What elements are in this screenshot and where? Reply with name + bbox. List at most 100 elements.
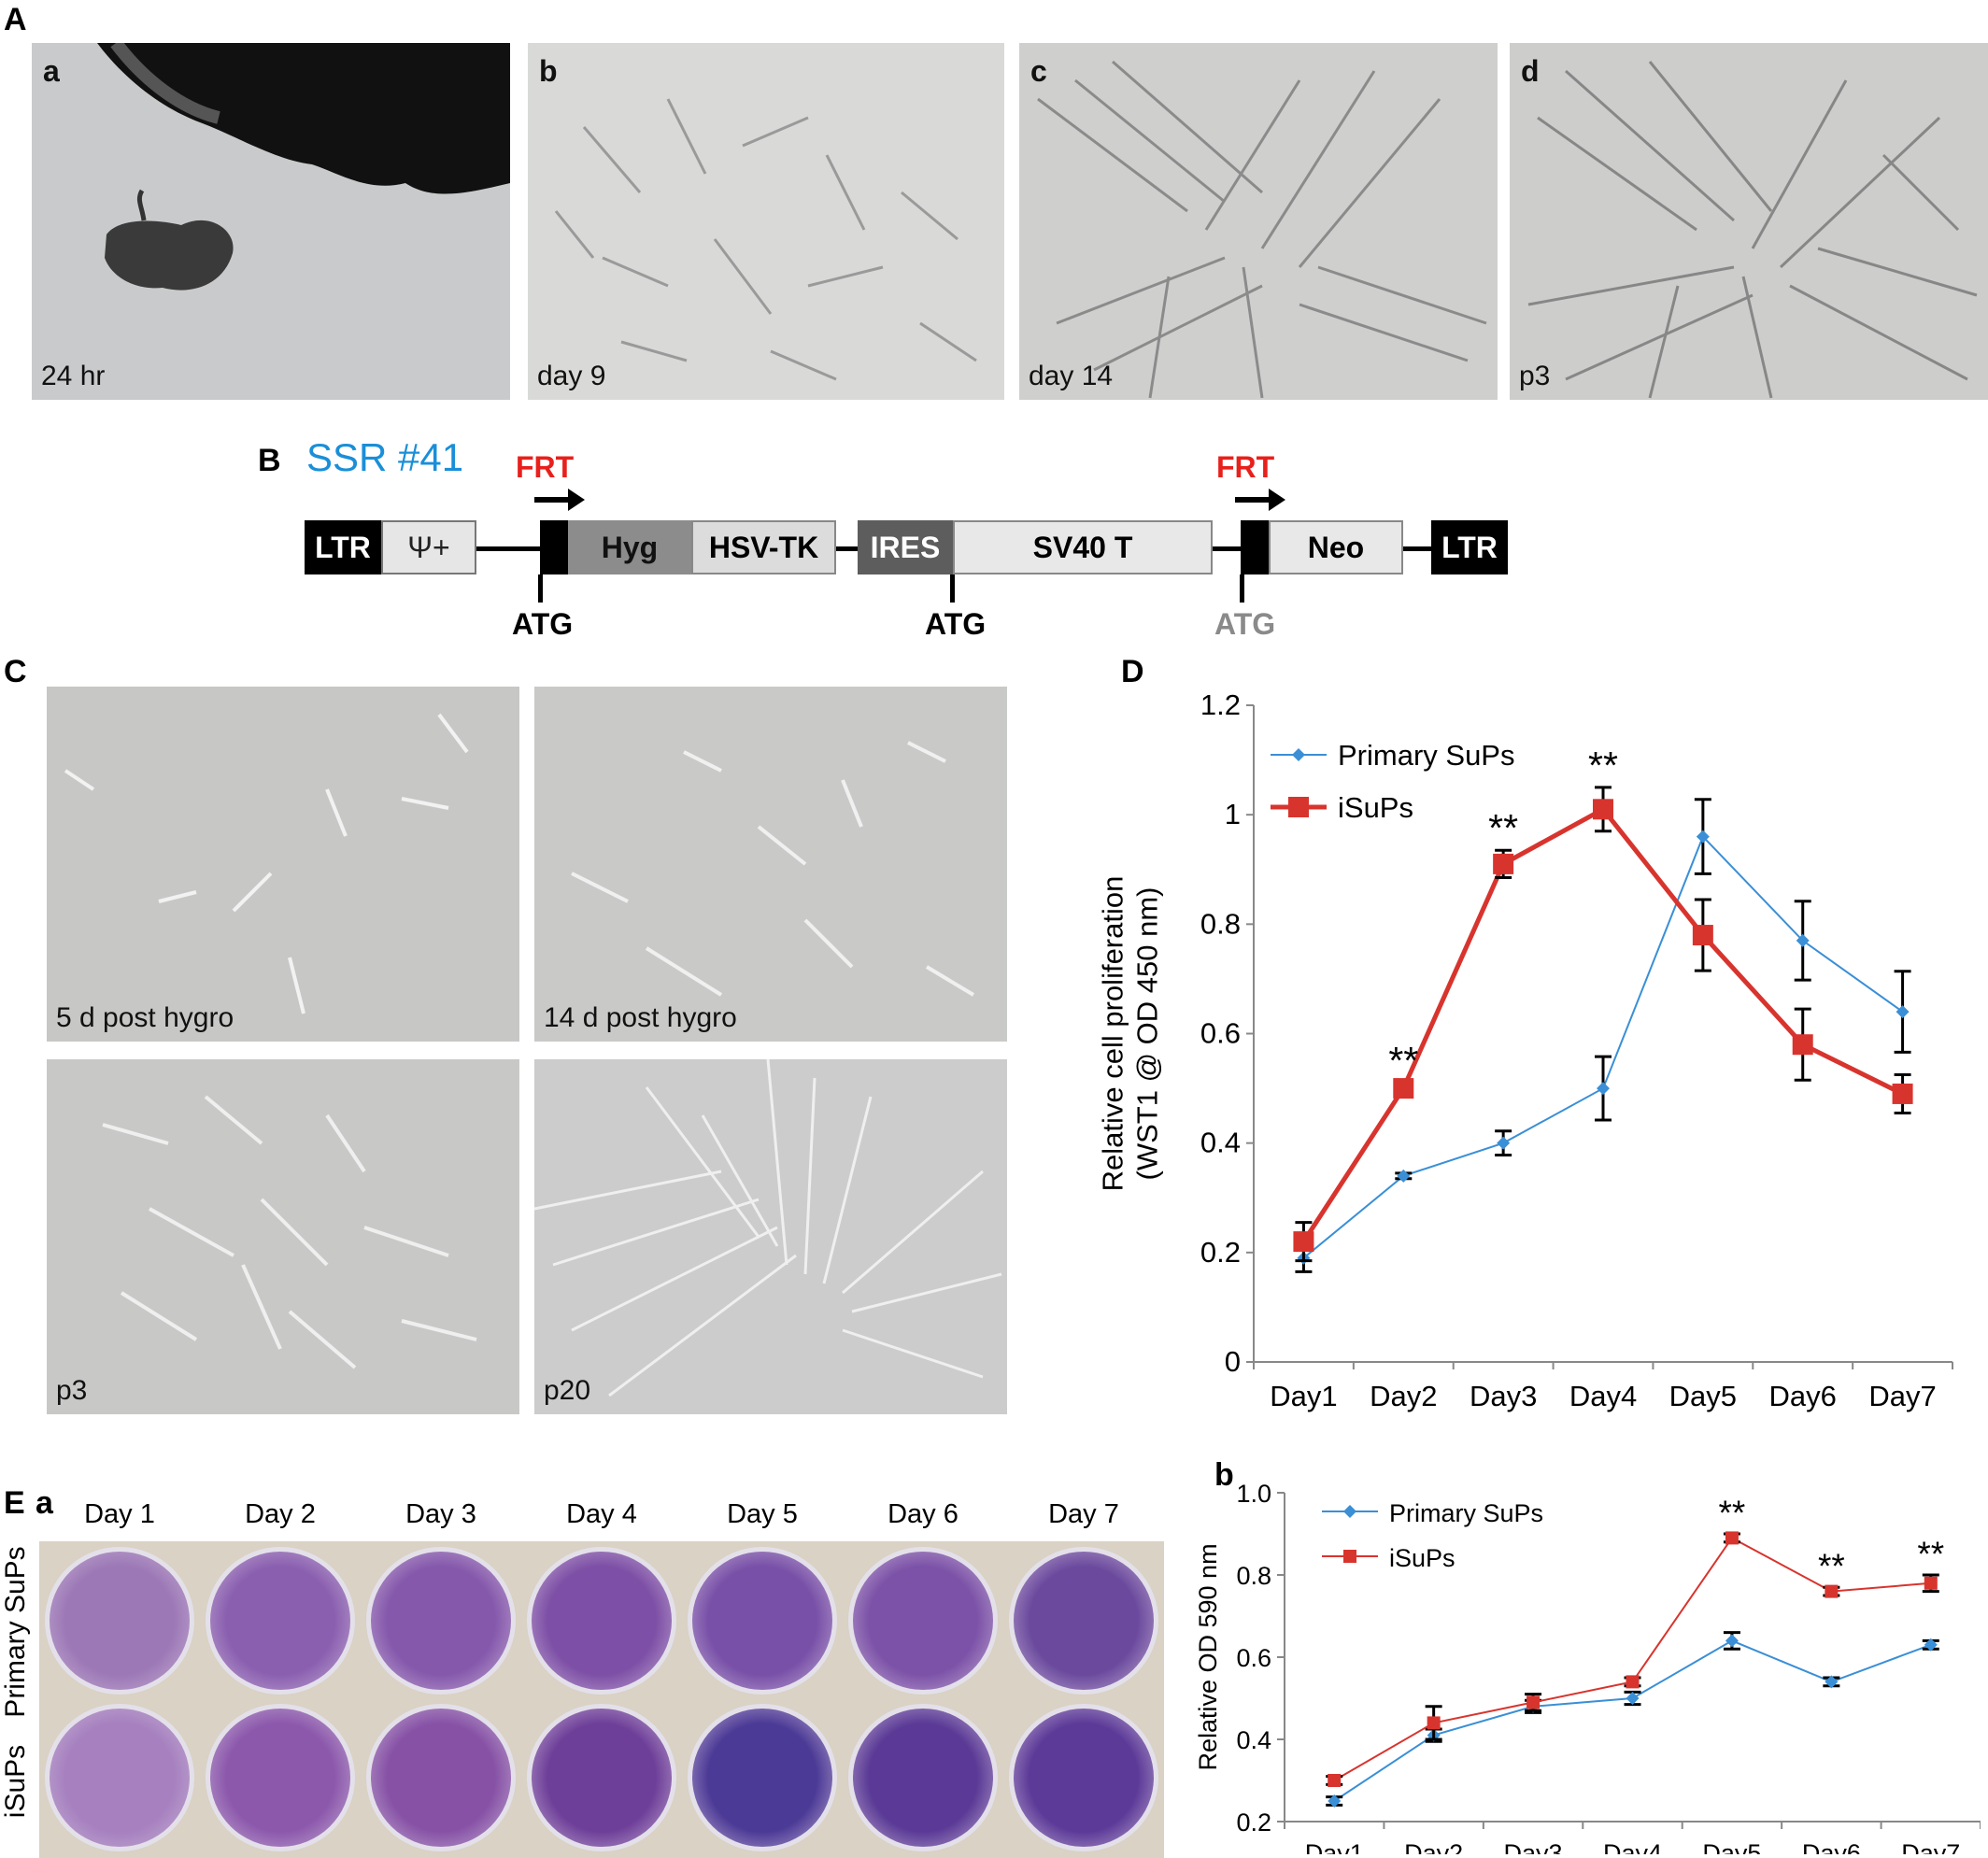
subpanel-label: c (1030, 54, 1047, 88)
data-point-square (1626, 1675, 1640, 1689)
micrograph-caption: day 14 (1029, 361, 1114, 391)
atg-tick-3 (1240, 574, 1244, 603)
well-primary-sups (366, 1547, 516, 1695)
data-point-square (1692, 925, 1713, 946)
y-axis-label-line: Relative OD 590 nm (1196, 1543, 1222, 1770)
significance-mark: ** (1719, 1494, 1746, 1532)
significance-mark: ** (1917, 1535, 1944, 1573)
day-header: Day 4 (566, 1499, 637, 1529)
y-tick-label: 0.6 (1236, 1644, 1271, 1672)
x-tick-label: Day7 (1868, 1380, 1936, 1412)
atg-tick-1 (538, 574, 543, 603)
day-header: Day 6 (888, 1499, 958, 1529)
data-point-diamond (1328, 1794, 1342, 1808)
ltr-left-block: LTR (305, 520, 381, 574)
row-label-primary: Primary SuPs (0, 1546, 31, 1718)
micrograph-caption: 14 d post hygro (544, 1002, 737, 1033)
panel-label-c: C (4, 654, 27, 689)
well-isups (206, 1704, 355, 1851)
panel-label-e-a: a (36, 1485, 53, 1521)
frt-marker-left (540, 520, 568, 574)
data-point-diamond (1725, 1634, 1739, 1648)
micrograph-c-day14: c day 14 (1019, 43, 1498, 400)
x-tick-label: Day2 (1404, 1839, 1463, 1854)
day-header: Day 2 (245, 1499, 316, 1529)
psi-block: Ψ+ (381, 520, 476, 574)
x-tick-label: Day5 (1669, 1380, 1737, 1412)
x-tick-label: Day1 (1305, 1839, 1364, 1854)
y-tick-label: 1.2 (1200, 688, 1241, 721)
micrograph-caption: day 9 (537, 361, 606, 391)
y-tick-label: 1 (1225, 798, 1241, 830)
well-isups (1009, 1704, 1158, 1851)
y-tick-label: 0 (1225, 1345, 1241, 1378)
neo-block: Neo (1269, 520, 1403, 574)
y-tick-label: 0.4 (1236, 1726, 1271, 1754)
data-point-square (1725, 1531, 1739, 1545)
legend-label: iSuPs (1338, 791, 1413, 824)
legend-marker (1292, 748, 1305, 761)
data-point-square (1493, 853, 1514, 874)
day-header: Day 1 (84, 1499, 155, 1529)
y-tick-label: 1.0 (1236, 1480, 1271, 1508)
hsv-tk-block: HSV-TK (691, 520, 836, 574)
atg-label-1: ATG (512, 607, 574, 641)
day-header: Day 7 (1048, 1499, 1119, 1529)
data-point-square (1593, 799, 1613, 820)
panel-label-a: A (4, 2, 27, 37)
data-point-diamond (1924, 1638, 1938, 1652)
panel-label-d: D (1121, 654, 1144, 689)
frt-arrows (534, 489, 1285, 511)
frt-label-left: FRT (516, 450, 575, 484)
micrograph-5d-post-hygro: 5 d post hygro (47, 687, 519, 1042)
well-primary-sups (527, 1547, 676, 1695)
micrograph-d-p3: d p3 (1510, 43, 1988, 400)
panel-label-e: E (4, 1485, 25, 1521)
well-isups (688, 1704, 837, 1851)
x-tick-label: Day4 (1603, 1839, 1662, 1854)
micrograph-c-p3: p3 (47, 1059, 519, 1414)
day-header-row: Day 1 Day 2 Day 3 Day 4 Day 5 Day 6 Day 7 (39, 1499, 1164, 1537)
well-primary-sups (1009, 1547, 1158, 1695)
data-point-square (1328, 1774, 1342, 1787)
legend-marker (1288, 797, 1309, 817)
atg-label-2: ATG (925, 607, 987, 641)
micrograph-b-day9: b day 9 (528, 43, 1004, 400)
day-header: Day 5 (727, 1499, 798, 1529)
frt-marker-right (1241, 520, 1269, 574)
y-tick-label: 0.8 (1236, 1562, 1271, 1590)
legend-marker (1343, 1550, 1356, 1563)
data-point-diamond (1597, 1082, 1610, 1096)
ltr-right-block: LTR (1431, 520, 1508, 574)
ires-block: IRES (858, 520, 953, 574)
data-point-diamond (1896, 1005, 1910, 1019)
legend-label: Primary SuPs (1389, 1499, 1543, 1527)
subpanel-label: d (1521, 54, 1540, 88)
y-tick-label: 0.8 (1200, 907, 1241, 940)
legend-label: iSuPs (1389, 1544, 1456, 1572)
well-primary-sups (45, 1547, 194, 1695)
well-isups (366, 1704, 516, 1851)
y-axis-label: Relative OD 590 nm (1196, 1543, 1222, 1770)
y-axis-label: Relative cell proliferation(WST1 @ OD 45… (1096, 876, 1163, 1192)
y-axis-label-line: Relative cell proliferation (1096, 876, 1129, 1192)
chart-e-od590: 0.2 0.4 0.6 0.8 1.0 Day1 Day2 Day3 Day4 Day5 Day6 D… (1196, 1480, 1981, 1854)
construct-title: SSR #41 (306, 435, 464, 479)
y-tick-label: 0.2 (1236, 1808, 1271, 1837)
subpanel-label: b (539, 54, 558, 88)
y-tick-label: 0.4 (1200, 1127, 1241, 1159)
series-line-0 (1333, 1639, 1932, 1802)
hyg-block: Hyg (568, 520, 691, 574)
significance-mark: ** (1388, 1039, 1418, 1082)
micrograph-caption: p3 (1519, 361, 1551, 391)
x-tick-label: Day6 (1802, 1839, 1861, 1854)
series-line-1 (1301, 806, 1904, 1243)
chart-d-wst1-proliferation: 0 0.2 0.4 0.6 0.8 1 1.2 Day1 Day2 Day3 Day4 Day5 Day… (1096, 688, 1953, 1412)
x-tick-label: Day7 (1901, 1839, 1960, 1854)
x-tick-label: Day5 (1702, 1839, 1761, 1854)
data-point-square (1825, 1584, 1839, 1598)
x-tick-label: Day3 (1504, 1839, 1563, 1854)
panel-label-e-b: b (1214, 1457, 1234, 1493)
data-point-diamond (1497, 1136, 1511, 1150)
plate-wells (39, 1541, 1164, 1858)
